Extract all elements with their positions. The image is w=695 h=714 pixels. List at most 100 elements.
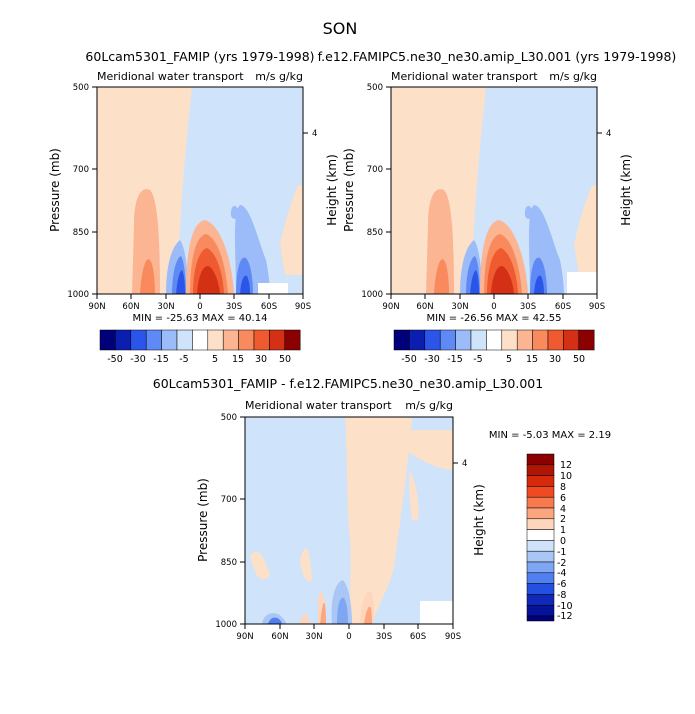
panel-a-cb-label: -50: [107, 354, 123, 365]
panel-c-cb-label: -12: [557, 611, 573, 622]
panel-b-xtick-0: 0: [491, 302, 496, 312]
panel-c-xtick-30s: 30S: [376, 632, 392, 642]
panel-b-cb-label: 15: [526, 354, 538, 365]
panel-a-xtick-30n: 30N: [157, 302, 174, 312]
panel-b-xtick-60s: 60S: [555, 302, 571, 312]
panel-a-x-ticks: 90N 60N 30N 0 30S 60S 90S: [88, 294, 311, 312]
panel-c-cb-label: -2: [557, 558, 566, 569]
panel-c-cb-label: 0: [560, 536, 566, 547]
panel-c-cb-label: 2: [560, 514, 566, 525]
panel-b-cb-label: 5: [506, 354, 512, 365]
panel-b-stats: MIN = -26.56 MAX = 42.55: [427, 313, 562, 324]
figure-title: SON: [323, 19, 358, 38]
panel-b-ylabel: Pressure (mb): [342, 148, 356, 232]
panel-a-cb-label: -15: [153, 354, 169, 365]
panel-b-xtick-90s: 90S: [589, 302, 605, 312]
panel-a-cb-label: 15: [232, 354, 244, 365]
panel-c-ylabel-right: Height (km): [472, 484, 486, 555]
panel-a-ylabel: Pressure (mb): [48, 148, 62, 232]
panel-b-ytick-1000: 1000: [361, 290, 383, 300]
panel-a-cb-label: 50: [279, 354, 291, 365]
panel-a-cb-label: 30: [255, 354, 267, 365]
panel-c-cb-label: 12: [560, 460, 572, 471]
panel-a-field: [97, 87, 303, 294]
panel-b-cb-label: -50: [401, 354, 417, 365]
panel-b-colorbar: -50 -30 -15 -5 5 15 30 50: [393, 329, 595, 365]
panel-a-xtick-60s: 60S: [261, 302, 277, 312]
panel-b-field: [391, 87, 597, 294]
panel-c-field: [245, 417, 453, 624]
panel-c-ytick-1000: 1000: [215, 620, 237, 630]
panel-a-title: 60Lcam5301_FAMIP (yrs 1979-1998): [85, 49, 314, 64]
panel-b-units: m/s g/kg: [549, 70, 597, 83]
panel-a-xtick-90n: 90N: [88, 302, 105, 312]
panel-c-right-tick: 4: [462, 459, 467, 469]
panel-a-subtitle: Meridional water transport: [97, 70, 244, 83]
panel-a-colorbar: -50 -30 -15 -5 5 15 30 50: [99, 329, 301, 365]
panel-a-ytick-700: 700: [73, 165, 89, 175]
panel-b-ytick-700: 700: [367, 165, 383, 175]
panel-c-xtick-90s: 90S: [445, 632, 461, 642]
panel-b-ytick-850: 850: [367, 228, 383, 238]
panel-c-xtick-0: 0: [346, 632, 351, 642]
panel-c-units: m/s g/kg: [405, 399, 453, 412]
panel-b-ytick-500: 500: [367, 83, 383, 93]
panel-a-ytick-850: 850: [73, 228, 89, 238]
panel-b-cb-label: 50: [573, 354, 585, 365]
panel-a-xtick-30s: 30S: [226, 302, 242, 312]
panel-b-cb-label: -5: [473, 354, 482, 365]
panel-a-xtick-0: 0: [197, 302, 202, 312]
panel-b-xtick-30n: 30N: [451, 302, 468, 312]
panel-c-cb-label: -6: [557, 579, 566, 590]
panel-a-ylabel-right: Height (km): [325, 154, 339, 225]
panel-a-ytick-500: 500: [73, 83, 89, 93]
panel-difference: 60Lcam5301_FAMIP - f.e12.FAMIPC5.ne30_ne…: [153, 376, 611, 642]
panel-b-cb-label: -15: [447, 354, 463, 365]
panel-c-ytick-700: 700: [221, 495, 237, 505]
panel-b-subtitle: Meridional water transport: [391, 70, 538, 83]
panel-c-cb-label: -1: [557, 547, 566, 558]
panel-a-xtick-90s: 90S: [295, 302, 311, 312]
panel-a-right-tick: 4: [312, 129, 317, 139]
panel-c-cb-label: -8: [557, 590, 566, 601]
panel-b-xtick-60n: 60N: [416, 302, 433, 312]
panel-b-ylabel-right: Height (km): [619, 154, 633, 225]
panel-a-cb-label: 5: [212, 354, 218, 365]
panel-c-ylabel: Pressure (mb): [196, 478, 210, 562]
panel-c-cb-label: 4: [560, 504, 566, 515]
panel-c-xtick-30n: 30N: [305, 632, 322, 642]
panel-a-stats: MIN = -25.63 MAX = 40.14: [133, 313, 268, 324]
panel-a-ytick-1000: 1000: [67, 290, 89, 300]
panel-c-cb-label: 6: [560, 493, 566, 504]
panel-c-cb-label: -10: [557, 601, 573, 612]
panel-c-title: 60Lcam5301_FAMIP - f.e12.FAMIPC5.ne30_ne…: [153, 376, 543, 391]
panel-c-subtitle: Meridional water transport: [245, 399, 392, 412]
panel-c-ytick-500: 500: [221, 413, 237, 423]
panel-c-xtick-60n: 60N: [271, 632, 288, 642]
panel-b-xtick-30s: 30S: [520, 302, 536, 312]
panel-c-cb-label: 10: [560, 471, 572, 482]
panel-c-xtick-60s: 60S: [410, 632, 426, 642]
panel-b-right-tick: 4: [606, 129, 611, 139]
panel-c-cb-label: 8: [560, 482, 566, 493]
panel-c-y-ticks: 500 700 850 1000: [215, 413, 245, 630]
panel-c-cb-label: -4: [557, 568, 566, 579]
panel-model-a: 60Lcam5301_FAMIP (yrs 1979-1998) Meridio…: [48, 49, 339, 365]
panel-c-colorbar: 12 10 8 6 4 2 1 0 -1 -2 -4 -6 -8 -10 -12: [526, 453, 573, 622]
panel-b-x-ticks: 90N 60N 30N 0 30S 60S 90S: [382, 294, 605, 312]
panel-c-x-ticks: 90N 60N 30N 0 30S 60S 90S: [236, 624, 461, 642]
panel-a-xtick-60n: 60N: [122, 302, 139, 312]
panel-b-cb-label: -30: [424, 354, 440, 365]
panel-a-cb-label: -30: [130, 354, 146, 365]
panel-b-title: f.e12.FAMIPC5.ne30_ne30.amip_L30.001 (yr…: [318, 49, 677, 64]
panel-model-b: f.e12.FAMIPC5.ne30_ne30.amip_L30.001 (yr…: [318, 49, 677, 365]
panel-a-units: m/s g/kg: [255, 70, 303, 83]
panel-b-xtick-90n: 90N: [382, 302, 399, 312]
panel-a-y-ticks: 500 700 850 1000: [67, 83, 97, 300]
panel-a-cb-label: -5: [179, 354, 188, 365]
panel-c-stats: MIN = -5.03 MAX = 2.19: [489, 430, 611, 441]
panel-b-cb-label: 30: [549, 354, 561, 365]
panel-c-xtick-90n: 90N: [236, 632, 253, 642]
panel-c-cb-label: 1: [560, 525, 566, 536]
